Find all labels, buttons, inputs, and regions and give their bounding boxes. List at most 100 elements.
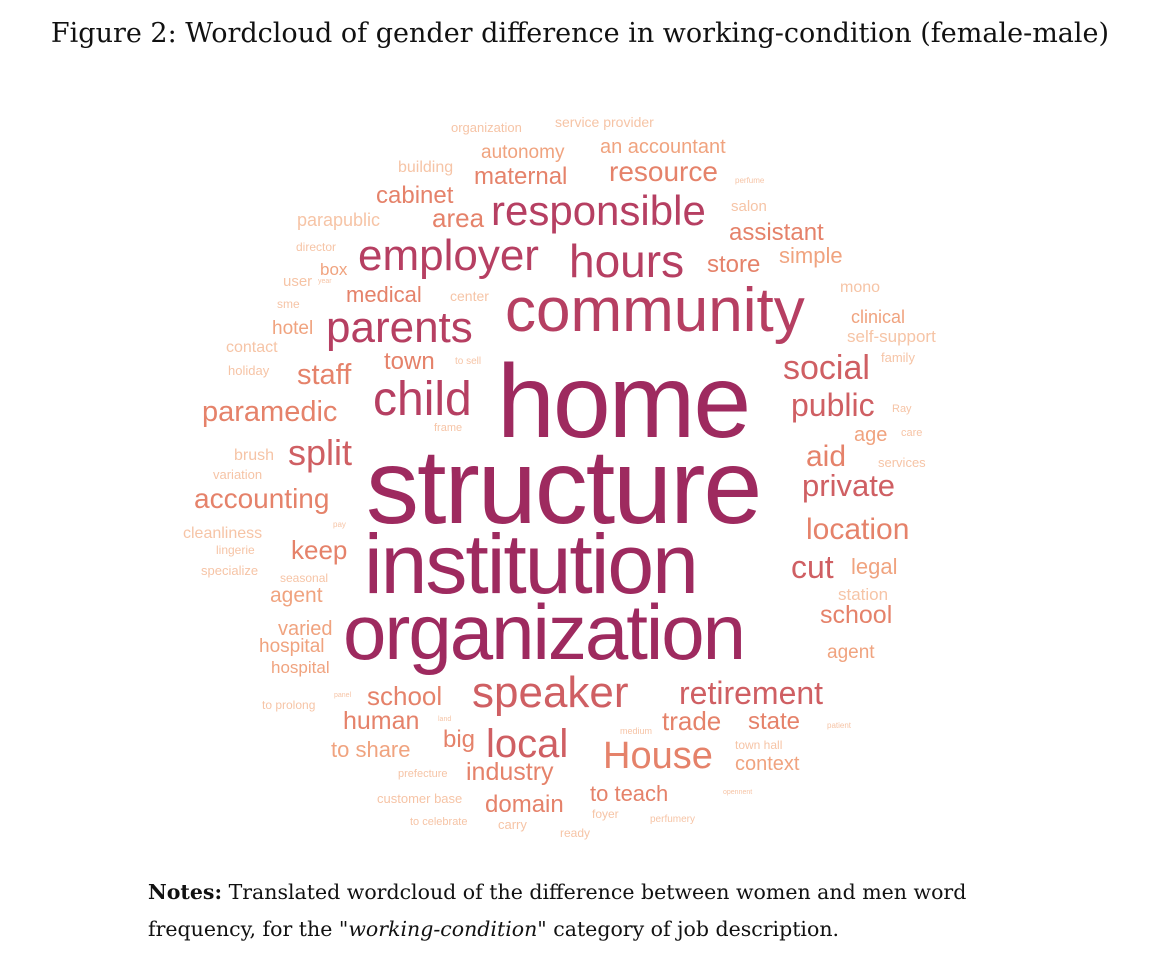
wordcloud-word-medium: medium bbox=[620, 726, 653, 736]
wordcloud-word-year: year bbox=[318, 278, 332, 285]
wordcloud-word-social: social bbox=[783, 349, 870, 387]
wordcloud-word-keep: keep bbox=[291, 535, 348, 565]
wordcloud-word-ray: Ray bbox=[892, 403, 912, 415]
wordcloud-word-organization: organization bbox=[451, 120, 522, 135]
wordcloud-word-town: town bbox=[384, 348, 435, 375]
wordcloud-word-home: home bbox=[497, 344, 751, 460]
wordcloud-word-hours: hours bbox=[569, 235, 685, 287]
wordcloud-word-context: context bbox=[735, 753, 800, 775]
wordcloud-word-variation: variation bbox=[213, 467, 263, 482]
wordcloud-word-speaker: speaker bbox=[472, 668, 629, 717]
notes-text: Translated wordcloud of the difference b… bbox=[148, 880, 967, 941]
wordcloud-word-box: box bbox=[320, 260, 348, 279]
notes-text-end: " category of job description. bbox=[537, 917, 840, 941]
wordcloud-word-agent: agent bbox=[827, 642, 875, 663]
wordcloud-word-simple: simple bbox=[779, 243, 843, 268]
wordcloud-word-town-hall: town hall bbox=[735, 738, 783, 752]
wordcloud-word-user: user bbox=[283, 273, 313, 290]
wordcloud-word-prefecture: prefecture bbox=[398, 768, 448, 780]
wordcloud-word-accounting: accounting bbox=[194, 483, 330, 514]
wordcloud-word-public: public bbox=[791, 387, 875, 423]
wordcloud-word-split: split bbox=[288, 432, 353, 473]
wordcloud-word-brush: brush bbox=[234, 447, 275, 464]
wordcloud-word-frame: frame bbox=[434, 422, 463, 434]
wordcloud-word-hotel: hotel bbox=[272, 318, 314, 339]
wordcloud-word-medical: medical bbox=[346, 282, 422, 307]
notes-category: working-condition bbox=[348, 917, 538, 941]
wordcloud-word-director: director bbox=[296, 240, 337, 254]
wordcloud-word-parents: parents bbox=[326, 303, 473, 352]
wordcloud-word-sme: sme bbox=[277, 297, 300, 311]
wordcloud-word-station: station bbox=[838, 585, 889, 604]
wordcloud-word-self-support: self-support bbox=[847, 327, 936, 346]
wordcloud-word-perfume: perfume bbox=[735, 176, 765, 185]
wordcloud-word-care: care bbox=[901, 427, 923, 439]
wordcloud-word-seasonal: seasonal bbox=[280, 571, 329, 585]
wordcloud-word-foyer: foyer bbox=[592, 807, 619, 821]
wordcloud-word-salon: salon bbox=[731, 198, 767, 215]
wordcloud-word-perfumery: perfumery bbox=[650, 814, 696, 825]
wordcloud-word-organization: organization bbox=[343, 588, 746, 676]
wordcloud-word-ready: ready bbox=[560, 826, 591, 840]
wordcloud-word-to-prolong: to prolong bbox=[262, 698, 316, 712]
wordcloud-word-lingerie: lingerie bbox=[216, 543, 255, 557]
wordcloud-word-services: services bbox=[878, 455, 926, 470]
wordcloud-word-private: private bbox=[802, 468, 896, 503]
wordcloud-word-panel: panel bbox=[334, 692, 352, 699]
wordcloud-word-maternal: maternal bbox=[474, 163, 568, 190]
wordcloud-word-legal: legal bbox=[851, 554, 898, 579]
wordcloud-word-carry: carry bbox=[498, 817, 527, 832]
wordcloud-word-pay: pay bbox=[333, 520, 346, 529]
figure-notes: Notes: Translated wordcloud of the diffe… bbox=[148, 874, 1018, 948]
wordcloud-word-service-provider: service provider bbox=[555, 114, 654, 130]
wordcloud-word-institution: institution bbox=[364, 517, 699, 611]
wordcloud-word-agent: agent bbox=[270, 584, 323, 607]
wordcloud-word-child: child bbox=[373, 373, 472, 426]
wordcloud-word-school: school bbox=[367, 681, 443, 711]
wordcloud-word-mono: mono bbox=[840, 279, 881, 296]
wordcloud-word-to-sell: to sell bbox=[455, 356, 482, 367]
wordcloud-word-to-teach: to teach bbox=[590, 781, 669, 806]
wordcloud-word-age: age bbox=[854, 424, 888, 446]
wordcloud-word-community: community bbox=[505, 276, 805, 345]
wordcloud-word-an-accountant: an accountant bbox=[600, 136, 726, 158]
wordcloud-word-aid: aid bbox=[806, 440, 847, 473]
wordcloud-word-center: center bbox=[450, 288, 489, 304]
wordcloud-word-resource: resource bbox=[609, 156, 718, 187]
wordcloud-word-cleanliness: cleanliness bbox=[183, 525, 263, 542]
wordcloud-word-specialize: specialize bbox=[201, 563, 259, 578]
wordcloud-word-employer: employer bbox=[358, 231, 539, 280]
wordcloud-word-responsible: responsible bbox=[491, 187, 706, 234]
wordcloud-word-area: area bbox=[432, 203, 485, 233]
wordcloud-word-customer-base: customer base bbox=[377, 791, 463, 806]
wordcloud-word-patient: patient bbox=[827, 721, 852, 730]
wordcloud-word-family: family bbox=[881, 350, 915, 365]
wordcloud: home structure institution organization comm… bbox=[183, 114, 936, 840]
wordcloud-word-cabinet: cabinet bbox=[376, 182, 454, 209]
wordcloud-word-land: land bbox=[438, 716, 452, 723]
wordcloud-word-to-celebrate: to celebrate bbox=[410, 816, 468, 828]
wordcloud-word-clinical: clinical bbox=[851, 307, 906, 327]
wordcloud-word-industry: industry bbox=[466, 758, 554, 786]
wordcloud-word-domain: domain bbox=[485, 791, 564, 818]
wordcloud-word-location: location bbox=[806, 513, 910, 546]
wordcloud-word-to-share: to share bbox=[331, 737, 411, 762]
wordcloud-word-hospital: hospital bbox=[271, 658, 330, 677]
wordcloud-word-opennent: opennent bbox=[723, 789, 753, 796]
wordcloud-word-big: big bbox=[443, 726, 476, 753]
wordcloud-word-structure: structure bbox=[366, 428, 762, 546]
wordcloud-word-store: store bbox=[707, 251, 761, 278]
wordcloud-word-trade: trade bbox=[662, 706, 722, 736]
wordcloud-word-local: local bbox=[486, 722, 569, 766]
wordcloud-word-contact: contact bbox=[226, 339, 278, 356]
figure-caption: Figure 2: Wordcloud of gender difference… bbox=[50, 18, 1110, 49]
wordcloud-word-state: state bbox=[748, 708, 801, 735]
wordcloud-word-house: House bbox=[603, 735, 713, 777]
wordcloud-word-building: building bbox=[398, 159, 454, 176]
wordcloud-word-school: school bbox=[820, 601, 893, 629]
wordcloud-word-staff: staff bbox=[297, 359, 352, 391]
wordcloud-word-hospital: hospital bbox=[259, 636, 325, 657]
wordcloud-word-varied: varied bbox=[278, 618, 333, 640]
wordcloud-word-assistant: assistant bbox=[729, 219, 824, 246]
notes-label: Notes: bbox=[148, 880, 223, 904]
